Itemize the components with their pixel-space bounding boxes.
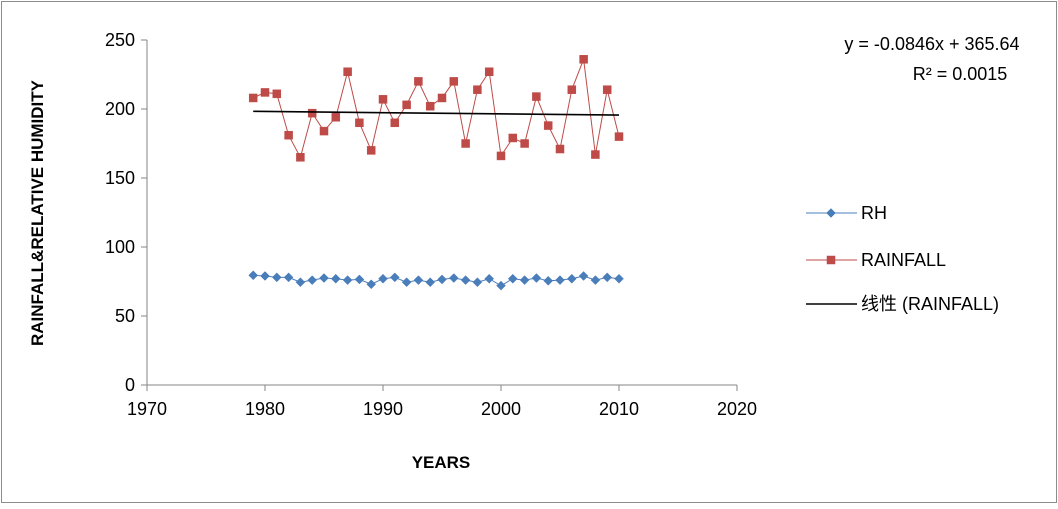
trendline-r-squared: R² = 0.0015 [913,64,1008,84]
data-point-rh [448,273,459,283]
data-point-rainfall [473,85,482,94]
data-point-rainfall [319,126,329,136]
data-point-rh [425,277,436,288]
data-point-rainfall [567,85,577,94]
data-point-rh [496,280,506,291]
data-point-rh [519,275,530,285]
y-tick-label: 0 [125,375,135,395]
data-point-rh [614,273,624,284]
data-point-rainfall [414,77,423,86]
data-point-rh [354,274,365,285]
data-point-rh [260,271,270,281]
data-point-rainfall [248,93,258,103]
data-point-rainfall [366,146,376,155]
data-point-rainfall [508,133,518,143]
y-tick-label: 150 [105,168,135,188]
x-tick-label: 1980 [245,399,285,419]
data-point-rainfall [378,95,388,104]
data-point-rh [307,275,318,285]
x-axis-label: YEARS [412,453,471,472]
y-tick-label: 200 [105,99,135,119]
data-point-rainfall [602,85,612,94]
y-tick-label: 50 [115,306,135,326]
data-point-rainfall [520,139,529,148]
data-point-rainfall [307,108,317,118]
data-point-rh [484,273,495,284]
x-tick-label: 2020 [717,399,757,419]
data-point-rh [566,273,577,284]
data-point-rainfall [543,121,553,130]
legend: RH RAINFALL 线性 (RAINFALL) [806,203,999,314]
data-point-rh [319,273,329,283]
data-point-rainfall [555,144,565,154]
data-point-rainfall [284,130,293,140]
data-point-rh [437,274,447,285]
trendline-equation: y = -0.0846x + 365.64 [844,34,1019,54]
data-point-rh [413,275,424,285]
data-point-rainfall [390,118,400,128]
data-point-rh [389,272,400,283]
data-point-rh [378,273,388,284]
data-point-rh [555,275,565,285]
x-tick-label: 1970 [127,399,167,419]
data-point-rh [366,279,377,290]
data-point-rainfall [591,150,600,159]
data-point-rainfall [331,113,341,122]
legend-label-trendline: 线性 (RAINFALL) [861,294,999,314]
legend-label-rainfall: RAINFALL [861,250,946,270]
x-tick-label: 1990 [363,399,403,419]
data-point-rh [460,275,471,285]
chart-marks [248,55,624,291]
trendline-rainfall [253,110,620,116]
data-point-rh [590,275,601,285]
y-axis-label: RAINFALL&RELATIVE HUMIDITY [28,79,47,346]
data-point-rainfall [614,132,624,141]
data-point-rh [507,273,518,284]
data-point-rainfall [461,139,470,148]
data-point-rh [342,275,353,285]
data-point-rainfall [579,55,588,64]
data-point-rainfall [449,77,459,86]
data-point-rainfall [402,100,411,110]
data-point-rainfall [425,101,435,111]
tick-labels: 0 50 100 150 200 250 1970 1980 1990 2000 2010 2020 [105,30,757,419]
data-point-rh [602,272,613,283]
data-point-rainfall [343,67,352,76]
x-tick-label: 2000 [481,399,521,419]
data-point-rainfall [496,151,506,161]
data-point-rh [248,270,259,281]
data-point-rh [543,275,554,286]
data-point-rainfall [437,93,447,103]
data-point-rainfall [532,92,541,101]
y-tick-label: 100 [105,237,135,257]
data-point-rh [283,272,294,283]
data-point-rainfall [260,88,270,97]
axes [141,39,738,391]
y-tick-label: 250 [105,30,135,50]
data-point-rh [330,273,341,284]
data-point-rh [578,271,589,281]
data-point-rainfall [355,118,364,128]
data-point-rainfall [484,67,494,76]
legend-label-rh: RH [861,203,887,223]
data-point-rh [472,277,483,288]
legend-marker-rainfall [826,255,836,265]
data-point-rainfall [296,153,305,162]
data-point-rh [295,277,306,288]
data-point-rh [531,273,542,283]
data-point-rainfall [272,89,282,99]
x-tick-label: 2010 [599,399,639,419]
data-point-rh [271,272,282,283]
data-point-rh [401,277,412,288]
legend-marker-rh [826,208,836,218]
